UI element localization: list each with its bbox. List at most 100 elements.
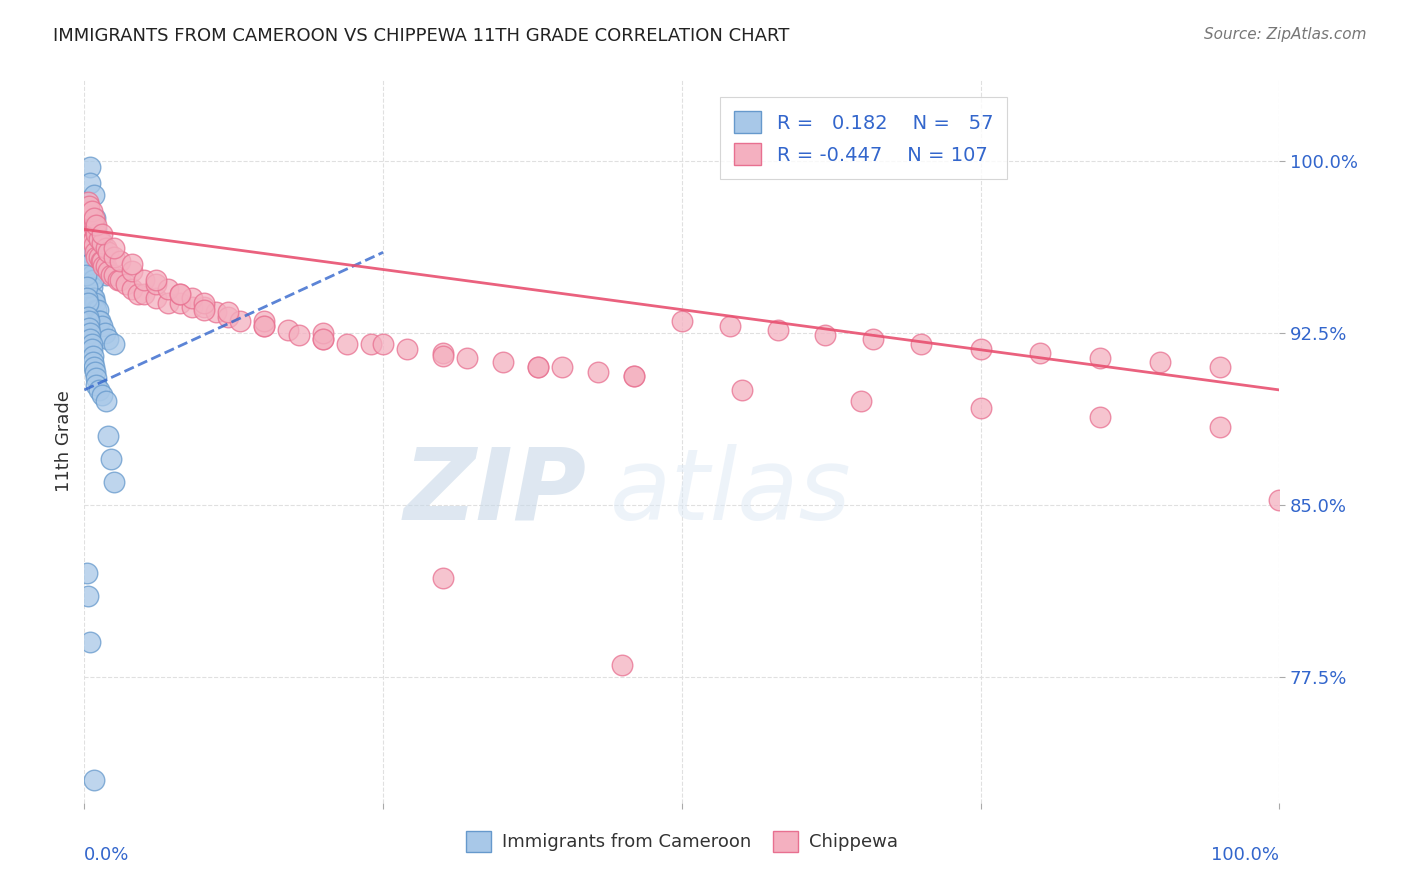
Point <box>83 188 105 202</box>
Point <box>217 310 239 324</box>
Point <box>77 211 100 225</box>
Point <box>145 273 167 287</box>
Text: ZIP: ZIP <box>404 443 586 541</box>
Point <box>1268 493 1291 508</box>
Point <box>80 337 103 351</box>
Point <box>107 273 129 287</box>
Point <box>132 286 156 301</box>
Point <box>77 218 100 232</box>
Point <box>851 394 873 409</box>
Point <box>193 302 215 317</box>
Point <box>312 333 335 347</box>
Point <box>145 277 167 292</box>
Point <box>312 333 335 347</box>
Text: Source: ZipAtlas.com: Source: ZipAtlas.com <box>1204 27 1367 42</box>
Point <box>588 365 610 379</box>
Point <box>110 273 132 287</box>
Point <box>100 268 122 283</box>
Point <box>76 566 98 581</box>
Point <box>77 199 100 213</box>
Point <box>79 209 101 223</box>
Point <box>110 254 132 268</box>
Point <box>87 231 110 245</box>
Point <box>83 291 105 305</box>
Point <box>103 268 125 283</box>
Point <box>551 359 574 374</box>
Point <box>1149 355 1171 369</box>
Point <box>100 451 122 466</box>
Text: 100.0%: 100.0% <box>1212 847 1279 864</box>
Point <box>79 161 101 175</box>
Point <box>145 291 167 305</box>
Point <box>432 346 454 360</box>
Point <box>89 314 111 328</box>
Point <box>288 327 311 342</box>
Point <box>1209 419 1232 434</box>
Point <box>432 349 454 363</box>
Point <box>77 590 100 604</box>
Point <box>84 295 107 310</box>
Point <box>87 234 110 248</box>
Point <box>127 286 149 301</box>
Point <box>79 326 101 340</box>
Point <box>91 318 114 333</box>
Point <box>77 257 100 271</box>
Point <box>103 241 125 255</box>
Point <box>97 333 120 347</box>
Point <box>84 365 107 379</box>
Text: atlas: atlas <box>610 443 852 541</box>
Y-axis label: 11th Grade: 11th Grade <box>55 391 73 492</box>
Point <box>731 383 754 397</box>
Point <box>86 227 108 241</box>
Point <box>527 359 550 374</box>
Point <box>862 333 884 347</box>
Point <box>83 238 105 252</box>
Point <box>94 259 117 273</box>
Point <box>169 286 191 301</box>
Point <box>181 301 204 315</box>
Point <box>1029 346 1052 360</box>
Point <box>84 245 107 260</box>
Point <box>253 318 276 333</box>
Point <box>277 323 299 337</box>
Point <box>77 314 100 328</box>
Point <box>79 177 101 191</box>
Point <box>77 310 100 324</box>
Point <box>94 241 117 255</box>
Point <box>80 213 103 227</box>
Point <box>432 571 454 585</box>
Point <box>205 305 228 319</box>
Point <box>80 268 103 283</box>
Point <box>360 337 382 351</box>
Point <box>253 314 276 328</box>
Point <box>623 369 645 384</box>
Point <box>87 383 110 397</box>
Point <box>86 378 108 392</box>
Point <box>80 234 103 248</box>
Point <box>80 279 103 293</box>
Point <box>82 355 104 369</box>
Point <box>77 204 100 219</box>
Point <box>970 401 993 416</box>
Point <box>121 263 143 277</box>
Point <box>103 337 125 351</box>
Point <box>527 359 550 374</box>
Point <box>80 227 103 241</box>
Point <box>132 273 156 287</box>
Point <box>84 211 107 225</box>
Point <box>86 302 108 317</box>
Point <box>83 359 105 374</box>
Point <box>229 314 252 328</box>
Point <box>82 234 104 248</box>
Point <box>87 314 110 328</box>
Point <box>94 268 117 283</box>
Point <box>910 337 932 351</box>
Text: 0.0%: 0.0% <box>84 847 129 864</box>
Point <box>86 222 108 236</box>
Point <box>456 351 478 365</box>
Point <box>103 250 125 264</box>
Point <box>79 635 101 649</box>
Point <box>79 227 101 241</box>
Point <box>76 222 98 236</box>
Point <box>1209 359 1232 374</box>
